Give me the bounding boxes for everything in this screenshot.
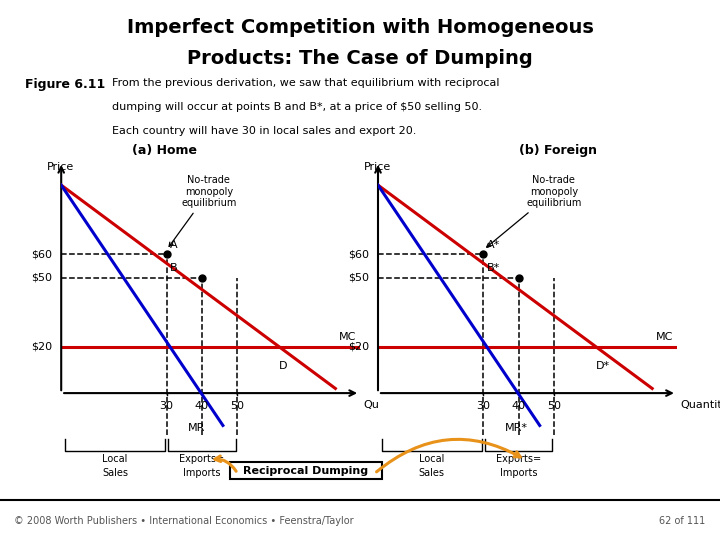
- Text: Reciprocal Dumping: Reciprocal Dumping: [243, 465, 369, 476]
- Text: Figure 6.11: Figure 6.11: [25, 78, 105, 91]
- Text: B: B: [170, 263, 178, 273]
- Text: Local: Local: [102, 454, 127, 464]
- Text: $50: $50: [348, 273, 369, 282]
- Text: 40: 40: [511, 401, 526, 411]
- Text: 50: 50: [230, 401, 244, 411]
- Text: Quantity: Quantity: [364, 400, 412, 410]
- Text: Each country will have 30 in local sales and export 20.: Each country will have 30 in local sales…: [112, 126, 416, 136]
- Text: Price: Price: [47, 162, 74, 172]
- Text: Sales: Sales: [102, 468, 128, 478]
- Text: Imports: Imports: [183, 468, 220, 478]
- Text: (b) Foreign: (b) Foreign: [518, 144, 597, 157]
- Text: No-trade
monopoly
equilibrium: No-trade monopoly equilibrium: [169, 175, 237, 246]
- Text: D: D: [279, 361, 288, 371]
- Text: 40: 40: [194, 401, 209, 411]
- Text: MR: MR: [188, 423, 205, 433]
- Text: Exports=: Exports=: [179, 454, 225, 464]
- Text: MC: MC: [656, 332, 673, 342]
- Text: D*: D*: [596, 361, 610, 371]
- Text: 50: 50: [546, 401, 561, 411]
- Text: Imports: Imports: [500, 468, 537, 478]
- Text: $50: $50: [32, 273, 53, 282]
- Text: 62 of 111: 62 of 111: [660, 516, 706, 526]
- Text: $20: $20: [31, 342, 53, 352]
- Text: Sales: Sales: [419, 468, 445, 478]
- Text: A: A: [170, 240, 178, 250]
- Text: Price: Price: [364, 162, 391, 172]
- Text: Imperfect Competition with Homogeneous: Imperfect Competition with Homogeneous: [127, 18, 593, 37]
- Text: dumping will occur at points B and B*, at a price of $50 selling 50.: dumping will occur at points B and B*, a…: [112, 102, 482, 112]
- Text: 30: 30: [477, 401, 490, 411]
- Text: Quantity: Quantity: [680, 400, 720, 410]
- Text: A*: A*: [487, 240, 500, 250]
- Text: Local: Local: [419, 454, 444, 464]
- Text: No-trade
monopoly
equilibrium: No-trade monopoly equilibrium: [487, 175, 582, 247]
- Text: Products: The Case of Dumping: Products: The Case of Dumping: [187, 49, 533, 68]
- FancyBboxPatch shape: [230, 462, 382, 479]
- Text: (a) Home: (a) Home: [132, 144, 197, 157]
- Text: B*: B*: [487, 263, 500, 273]
- Text: MR*: MR*: [505, 423, 528, 433]
- Text: $20: $20: [348, 342, 369, 352]
- Text: $60: $60: [348, 249, 369, 259]
- Text: Exports=: Exports=: [496, 454, 541, 464]
- Text: 30: 30: [160, 401, 174, 411]
- Text: From the previous derivation, we saw that equilibrium with reciprocal: From the previous derivation, we saw tha…: [112, 78, 499, 87]
- Text: MC: MC: [339, 332, 356, 342]
- Text: © 2008 Worth Publishers • International Economics • Feenstra/Taylor: © 2008 Worth Publishers • International …: [14, 516, 354, 526]
- Text: $60: $60: [32, 249, 53, 259]
